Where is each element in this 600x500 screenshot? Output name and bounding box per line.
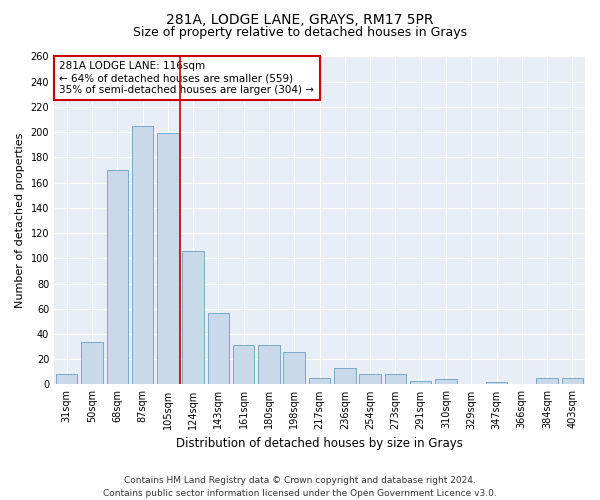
Y-axis label: Number of detached properties: Number of detached properties	[15, 133, 25, 308]
Bar	[385, 374, 406, 384]
Bar	[208, 312, 229, 384]
Bar	[562, 378, 583, 384]
Bar	[81, 342, 103, 384]
Bar	[536, 378, 558, 384]
Bar	[334, 368, 356, 384]
Bar	[132, 126, 153, 384]
Bar	[107, 170, 128, 384]
Bar	[410, 380, 431, 384]
Bar	[435, 380, 457, 384]
Bar	[283, 352, 305, 384]
X-axis label: Distribution of detached houses by size in Grays: Distribution of detached houses by size …	[176, 437, 463, 450]
Bar	[182, 250, 204, 384]
Text: 281A LODGE LANE: 116sqm
← 64% of detached houses are smaller (559)
35% of semi-d: 281A LODGE LANE: 116sqm ← 64% of detache…	[59, 62, 314, 94]
Bar	[486, 382, 507, 384]
Bar	[309, 378, 330, 384]
Bar	[359, 374, 381, 384]
Text: Contains HM Land Registry data © Crown copyright and database right 2024.
Contai: Contains HM Land Registry data © Crown c…	[103, 476, 497, 498]
Bar	[157, 134, 179, 384]
Bar	[233, 346, 254, 385]
Bar	[56, 374, 77, 384]
Text: 281A, LODGE LANE, GRAYS, RM17 5PR: 281A, LODGE LANE, GRAYS, RM17 5PR	[166, 12, 434, 26]
Text: Size of property relative to detached houses in Grays: Size of property relative to detached ho…	[133, 26, 467, 39]
Bar	[258, 346, 280, 385]
